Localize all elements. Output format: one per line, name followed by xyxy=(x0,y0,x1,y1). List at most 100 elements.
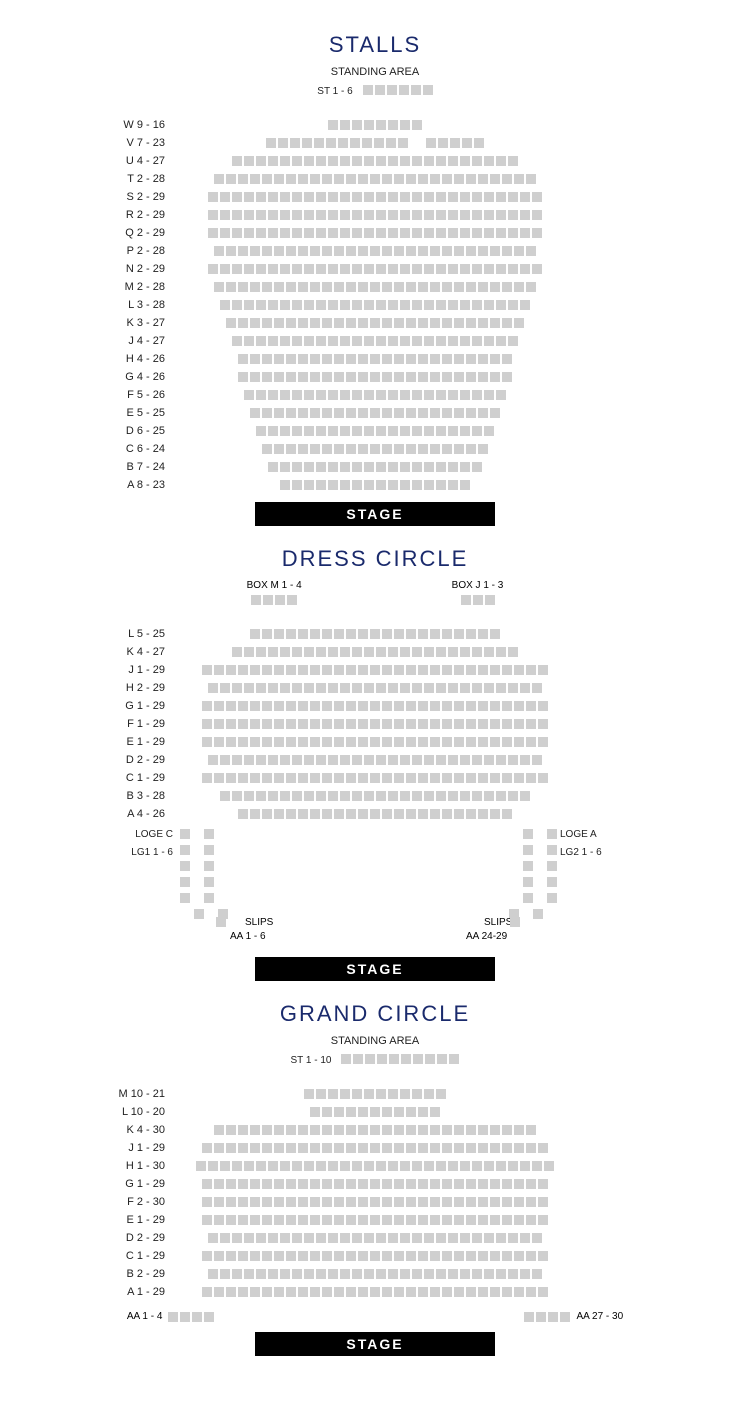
seat[interactable] xyxy=(436,647,446,657)
seat[interactable] xyxy=(370,318,380,328)
seat[interactable] xyxy=(370,408,380,418)
seat[interactable] xyxy=(328,300,338,310)
seat[interactable] xyxy=(322,444,332,454)
seat[interactable] xyxy=(394,701,404,711)
seat[interactable] xyxy=(538,1179,548,1189)
seat[interactable] xyxy=(496,390,506,400)
seat[interactable] xyxy=(424,228,434,238)
seat[interactable] xyxy=(382,408,392,418)
seat[interactable] xyxy=(262,809,272,819)
seat[interactable] xyxy=(232,1269,242,1279)
seat[interactable] xyxy=(286,408,296,418)
seat[interactable] xyxy=(250,809,260,819)
seat[interactable] xyxy=(394,354,404,364)
seat[interactable] xyxy=(532,1233,542,1243)
seat[interactable] xyxy=(250,737,260,747)
seat[interactable] xyxy=(394,1143,404,1153)
seat[interactable] xyxy=(232,156,242,166)
seat[interactable] xyxy=(532,1269,542,1279)
seat[interactable] xyxy=(334,1197,344,1207)
seat[interactable] xyxy=(418,701,428,711)
seat[interactable] xyxy=(454,1179,464,1189)
seat[interactable] xyxy=(358,1197,368,1207)
seat[interactable] xyxy=(244,390,254,400)
seat[interactable] xyxy=(430,1197,440,1207)
seat[interactable] xyxy=(310,444,320,454)
seat[interactable] xyxy=(358,246,368,256)
seat[interactable] xyxy=(370,737,380,747)
seat[interactable] xyxy=(472,462,482,472)
seat[interactable] xyxy=(310,282,320,292)
seat[interactable] xyxy=(292,336,302,346)
seat[interactable] xyxy=(274,1179,284,1189)
seat[interactable] xyxy=(180,893,190,903)
seat[interactable] xyxy=(280,390,290,400)
seat[interactable] xyxy=(388,1089,398,1099)
seat[interactable] xyxy=(406,1215,416,1225)
seat[interactable] xyxy=(400,1233,410,1243)
seat[interactable] xyxy=(502,354,512,364)
seat[interactable] xyxy=(523,877,533,887)
seat[interactable] xyxy=(400,480,410,490)
seat[interactable] xyxy=(394,174,404,184)
seat[interactable] xyxy=(256,156,266,166)
seat[interactable] xyxy=(370,629,380,639)
seat[interactable] xyxy=(526,1287,536,1297)
seat[interactable] xyxy=(180,861,190,871)
seat[interactable] xyxy=(547,861,557,871)
seat[interactable] xyxy=(214,773,224,783)
seat[interactable] xyxy=(526,1179,536,1189)
seat[interactable] xyxy=(398,138,408,148)
seat[interactable] xyxy=(478,1215,488,1225)
seat[interactable] xyxy=(412,755,422,765)
seat[interactable] xyxy=(514,1179,524,1189)
seat[interactable] xyxy=(358,354,368,364)
seat[interactable] xyxy=(418,1125,428,1135)
seat[interactable] xyxy=(412,1269,422,1279)
seat[interactable] xyxy=(382,737,392,747)
seat[interactable] xyxy=(334,773,344,783)
seat[interactable] xyxy=(370,372,380,382)
seat[interactable] xyxy=(406,1287,416,1297)
seat[interactable] xyxy=(334,408,344,418)
seat[interactable] xyxy=(256,791,266,801)
seat[interactable] xyxy=(376,462,386,472)
seat[interactable] xyxy=(484,1161,494,1171)
seat[interactable] xyxy=(322,1197,332,1207)
seat[interactable] xyxy=(292,228,302,238)
seat[interactable] xyxy=(358,719,368,729)
seat[interactable] xyxy=(466,1143,476,1153)
seat[interactable] xyxy=(322,665,332,675)
seat[interactable] xyxy=(400,156,410,166)
seat[interactable] xyxy=(292,300,302,310)
seat[interactable] xyxy=(352,156,362,166)
seat[interactable] xyxy=(400,228,410,238)
seat[interactable] xyxy=(382,1215,392,1225)
seat[interactable] xyxy=(346,665,356,675)
seat[interactable] xyxy=(322,372,332,382)
seat[interactable] xyxy=(334,629,344,639)
seat[interactable] xyxy=(388,683,398,693)
seat[interactable] xyxy=(424,1233,434,1243)
seat[interactable] xyxy=(204,861,214,871)
seat[interactable] xyxy=(376,192,386,202)
seat[interactable] xyxy=(514,1251,524,1261)
seat[interactable] xyxy=(454,372,464,382)
seat[interactable] xyxy=(340,300,350,310)
seat[interactable] xyxy=(474,138,484,148)
seat[interactable] xyxy=(442,665,452,675)
seat[interactable] xyxy=(334,809,344,819)
seat[interactable] xyxy=(316,300,326,310)
seat[interactable] xyxy=(454,282,464,292)
seat[interactable] xyxy=(214,1251,224,1261)
seat[interactable] xyxy=(334,719,344,729)
seat[interactable] xyxy=(436,426,446,436)
seat[interactable] xyxy=(442,701,452,711)
seat[interactable] xyxy=(424,192,434,202)
seat[interactable] xyxy=(514,174,524,184)
seat[interactable] xyxy=(370,444,380,454)
seat[interactable] xyxy=(244,264,254,274)
seat[interactable] xyxy=(226,174,236,184)
seat[interactable] xyxy=(418,372,428,382)
seat[interactable] xyxy=(436,755,446,765)
